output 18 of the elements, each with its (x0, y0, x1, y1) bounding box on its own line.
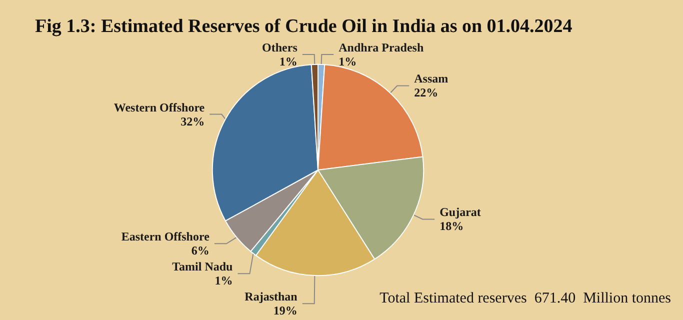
slice-label: Assam (414, 72, 448, 86)
data-label: 32% (180, 114, 205, 128)
text: Total Estimated reserves 671.40 Million tonnes (380, 290, 672, 306)
data-label: 1% (279, 54, 298, 68)
data-label: 19% (273, 304, 298, 318)
data-label: 18% (440, 219, 464, 234)
slice-label: Andhra Pradesh (338, 40, 424, 54)
data-label: 22% (414, 86, 438, 100)
slice-label: Gujarat (440, 205, 481, 220)
slice-label: Rajasthan (244, 290, 298, 304)
data-label: 1% (214, 274, 233, 288)
slice-label: Tamil Nadu (172, 260, 234, 274)
slice-label: Western Offshore (114, 100, 206, 114)
slice-label: Others (262, 40, 298, 54)
data-label: 6% (191, 244, 210, 258)
chart-title: Fig 1.3: Estimated Reserves of Crude Oil in India as on 01.04.2024 (35, 16, 573, 37)
data-label: 1% (338, 54, 357, 68)
slice-label: Eastern Offshore (121, 230, 210, 244)
